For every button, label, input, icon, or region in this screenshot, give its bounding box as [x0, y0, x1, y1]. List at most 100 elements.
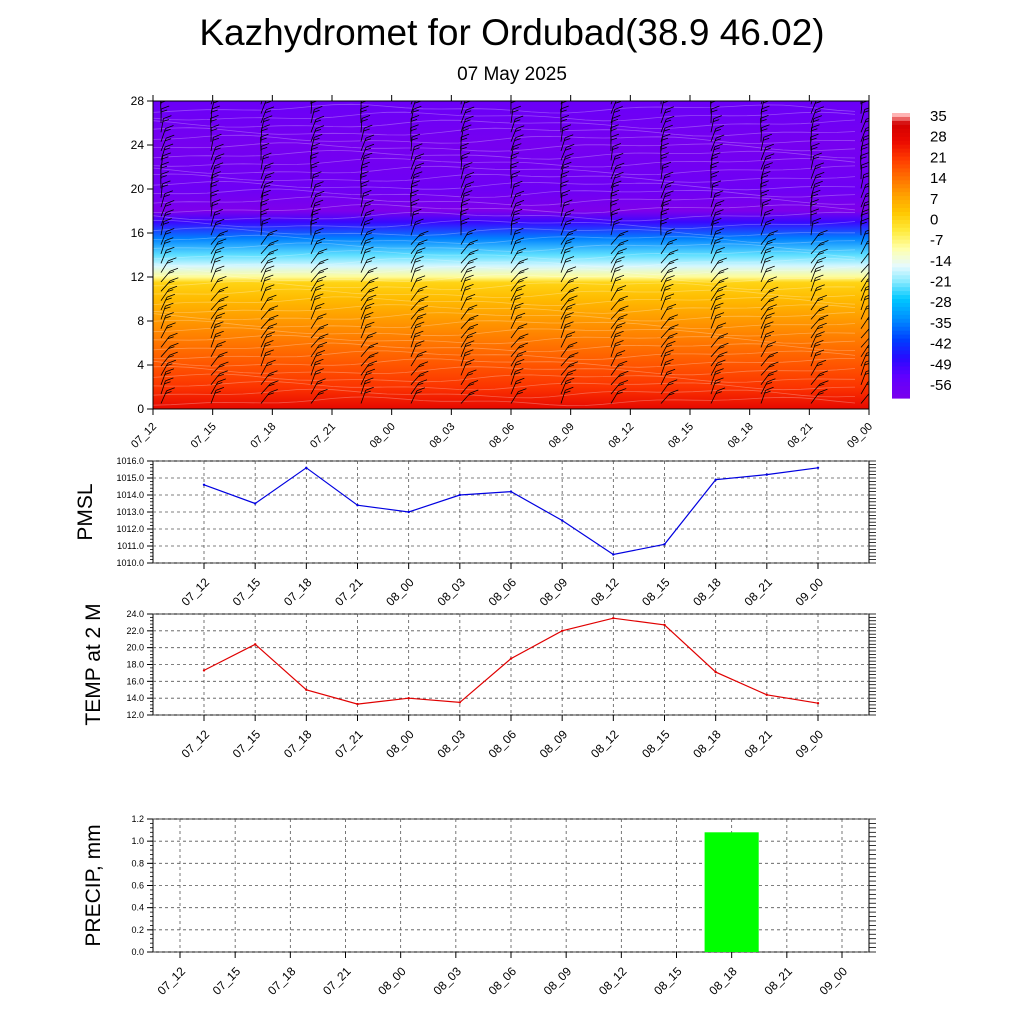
wind-barb-flag: [765, 92, 771, 94]
wind-barb-flag: [618, 308, 625, 312]
wind-barb: [660, 137, 663, 152]
wind-barb-flag: [765, 382, 773, 385]
wind-barb-flag: [319, 324, 329, 328]
wind-barb-flag: [261, 124, 270, 129]
wind-barb: [510, 296, 516, 311]
wind-barb-flag: [265, 340, 274, 344]
colorbar-cell: [892, 231, 910, 237]
wind-barb-flag: [514, 371, 521, 375]
colorbar-cell: [892, 124, 910, 130]
colorbar-label: 28: [930, 129, 947, 146]
wind-barb-flag: [768, 304, 777, 308]
wind-barb-flag: [660, 217, 669, 222]
wind-barb-flag: [815, 334, 822, 338]
wind-barb: [410, 259, 416, 273]
colorbar-cell: [892, 208, 910, 213]
wind-barbs: [160, 88, 869, 404]
wind-barb: [710, 362, 718, 376]
x-tick-label: 08_15: [639, 727, 673, 761]
wind-barb-flag: [264, 92, 270, 94]
wind-barb-flag: [815, 274, 824, 279]
wind-barb-flag: [316, 190, 325, 195]
wind-barb-flag: [461, 152, 471, 157]
wind-barb-flag: [762, 203, 769, 206]
wind-barb-flag: [614, 278, 622, 282]
wind-barb-flag: [364, 147, 372, 151]
wind-barb: [560, 324, 566, 339]
wind-barb-flag: [215, 269, 222, 273]
wind-barb-flag: [212, 175, 219, 178]
wind-barb-flag: [516, 377, 525, 382]
wind-barb-flag: [216, 265, 225, 270]
wind-barb: [410, 353, 419, 367]
colorbar-cell: [892, 196, 910, 201]
wind-barb-flag: [312, 212, 319, 216]
x-tick-label: 08_18: [690, 575, 724, 609]
wind-barb: [810, 146, 812, 161]
wind-barb-flag: [519, 276, 528, 281]
wind-barb: [760, 156, 767, 170]
wind-barb-flag: [618, 243, 625, 246]
wind-barb-flag: [564, 222, 572, 226]
y-tick-label: 0.8: [131, 858, 144, 868]
wind-barb-flag: [564, 250, 571, 254]
wind-barb-flag: [613, 222, 620, 225]
wind-barb-flag: [316, 303, 325, 307]
wind-barb: [460, 165, 465, 180]
wind-barb-flag: [865, 370, 869, 373]
wind-barb-flag: [461, 156, 468, 160]
wind-barb-flag: [560, 171, 570, 175]
wind-barb: [660, 344, 668, 357]
wind-barb: [360, 193, 364, 208]
wind-barb-flag: [465, 269, 473, 273]
wind-barb-flag: [270, 380, 279, 385]
wind-barb: [460, 277, 466, 292]
wind-barb-flag: [312, 175, 320, 178]
wind-barb-flag: [614, 156, 621, 160]
wind-barb-flag: [764, 334, 772, 338]
wind-barb-flag: [366, 335, 373, 339]
wind-barb: [260, 165, 266, 180]
wind-barb-flag: [861, 212, 869, 216]
wind-barb-flag: [815, 88, 823, 91]
contour-line: [153, 142, 856, 152]
wind-barb-flag: [414, 101, 421, 104]
wind-barb-flag: [818, 308, 825, 312]
wind-barb-flag: [614, 269, 621, 272]
wind-barb-flag: [512, 105, 522, 110]
wind-barb-flag: [261, 128, 268, 132]
wind-barb-flag: [714, 381, 721, 385]
wind-barb: [710, 250, 718, 264]
wind-barb-flag: [164, 147, 171, 151]
wind-barb-flag: [164, 381, 171, 385]
wind-barb: [660, 269, 670, 283]
wind-barb-flag: [519, 258, 528, 263]
wind-barb-flag: [364, 390, 371, 394]
wind-barb: [610, 288, 619, 301]
wind-barb: [210, 250, 217, 264]
wind-barb: [210, 354, 220, 367]
wind-barb-flag: [268, 257, 277, 261]
colorbar-cell: [892, 275, 910, 280]
wind-barb-flag: [318, 341, 328, 346]
wind-barb-flag: [514, 119, 521, 123]
wind-barb: [160, 146, 166, 161]
wind-barb-flag: [267, 308, 275, 312]
wind-barb-flag: [217, 355, 224, 358]
wind-barb: [760, 268, 768, 283]
wind-barb-flag: [315, 293, 324, 298]
wind-barb-flag: [761, 124, 770, 129]
wind-barb-flag: [414, 166, 422, 170]
wind-barb-flag: [718, 280, 725, 284]
wind-barb-flag: [418, 299, 425, 303]
wind-barb-flag: [864, 120, 869, 123]
wind-barb: [560, 127, 564, 142]
wind-barb-flag: [214, 250, 222, 254]
wind-barb-flag: [715, 190, 724, 195]
wind-barb-flag: [813, 152, 822, 157]
wind-barb: [210, 334, 217, 348]
wind-barb-flag: [166, 134, 175, 139]
contour-line: [153, 180, 856, 191]
y-tick-label: 1012.0: [116, 524, 144, 534]
wind-barb: [860, 353, 867, 367]
